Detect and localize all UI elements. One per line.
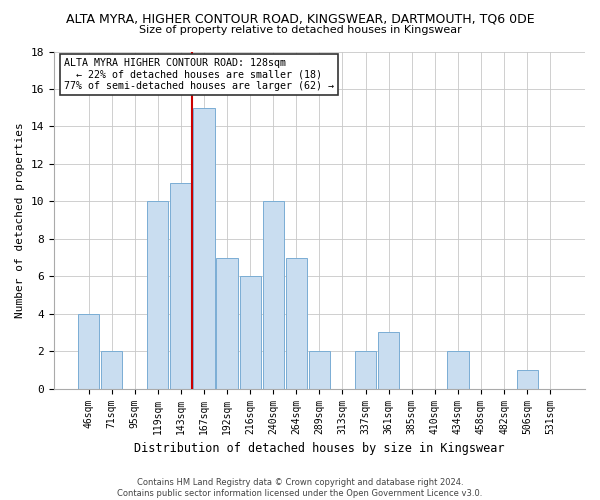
Bar [355,351,376,389]
Bar [170,182,191,388]
X-axis label: Distribution of detached houses by size in Kingswear: Distribution of detached houses by size … [134,442,505,455]
Bar [193,108,215,388]
Y-axis label: Number of detached properties: Number of detached properties [15,122,25,318]
Text: ALTA MYRA HIGHER CONTOUR ROAD: 128sqm
  ← 22% of detached houses are smaller (18: ALTA MYRA HIGHER CONTOUR ROAD: 128sqm ← … [64,58,334,92]
Bar [101,351,122,389]
Bar [309,351,330,389]
Bar [78,314,99,388]
Bar [263,202,284,388]
Bar [286,258,307,388]
Bar [447,351,469,389]
Text: Size of property relative to detached houses in Kingswear: Size of property relative to detached ho… [139,25,461,35]
Text: Contains HM Land Registry data © Crown copyright and database right 2024.
Contai: Contains HM Land Registry data © Crown c… [118,478,482,498]
Bar [239,276,261,388]
Bar [217,258,238,388]
Bar [147,202,169,388]
Text: ALTA MYRA, HIGHER CONTOUR ROAD, KINGSWEAR, DARTMOUTH, TQ6 0DE: ALTA MYRA, HIGHER CONTOUR ROAD, KINGSWEA… [65,12,535,26]
Bar [378,332,399,388]
Bar [517,370,538,388]
